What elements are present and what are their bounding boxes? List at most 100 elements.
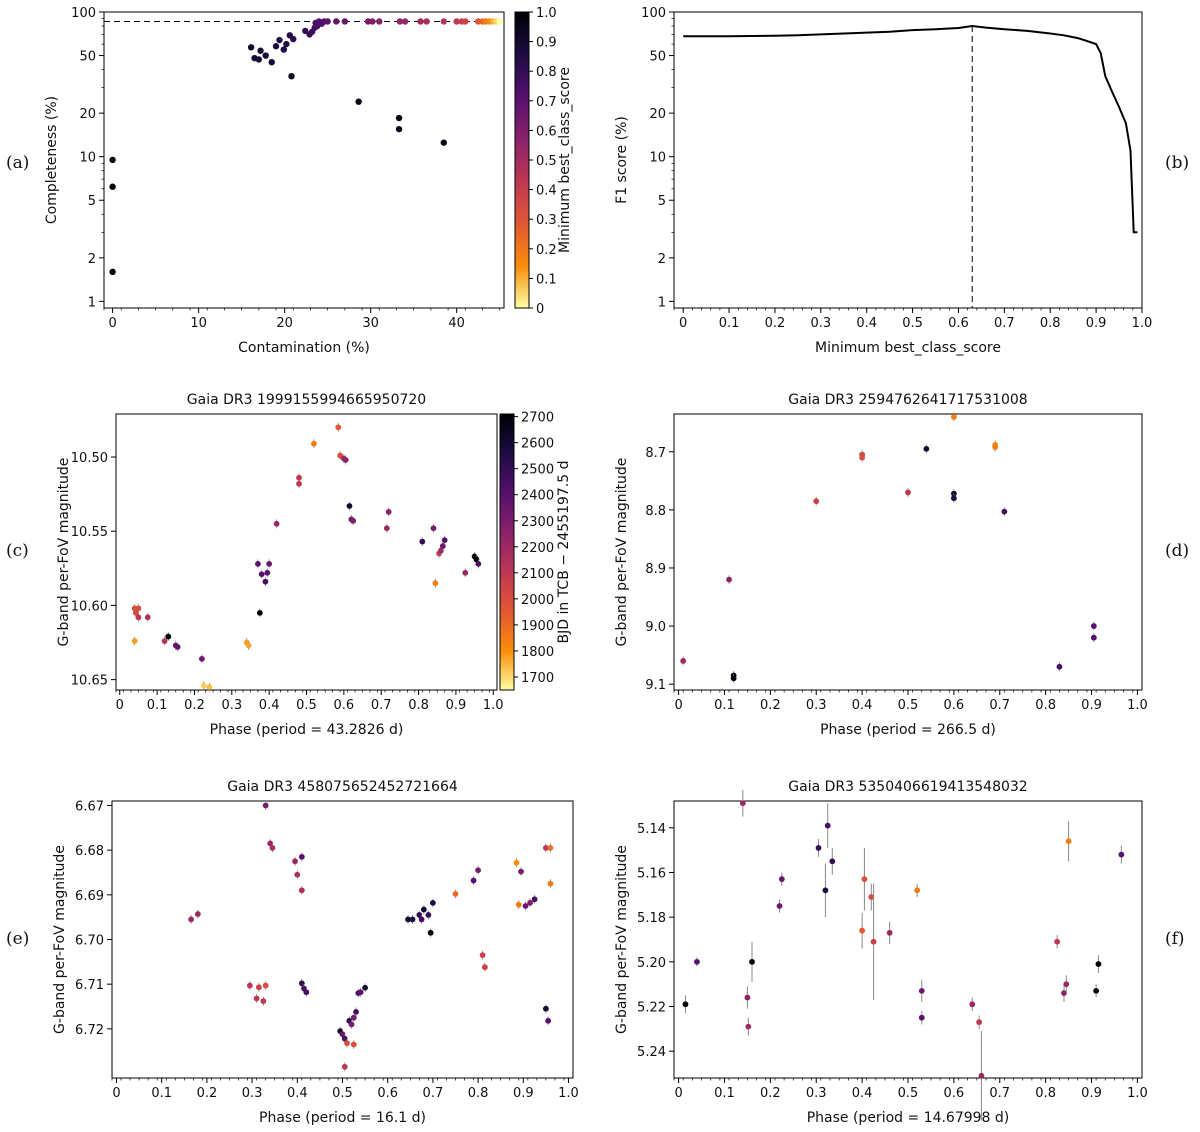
data-point-c — [475, 560, 482, 567]
data-point-c — [144, 614, 151, 621]
data-point-e — [427, 929, 434, 936]
panel-label-e: (e) — [6, 929, 29, 949]
data-point-d — [1001, 508, 1008, 515]
x-tick-label-e: 0.5 — [332, 1086, 353, 1101]
data-point-e — [518, 868, 524, 875]
x-tick-label-b: 0.8 — [1040, 316, 1061, 331]
colorbar-tick-label-c: 1900 — [521, 619, 554, 634]
data-point-e — [262, 982, 269, 989]
data-point-c — [256, 609, 263, 616]
x-tick-label-d: 0.6 — [944, 698, 965, 713]
data-point-d — [950, 495, 957, 502]
x-tick-label-c: 0.6 — [334, 698, 355, 713]
data-point-f — [868, 894, 875, 900]
data-point-a — [280, 46, 287, 53]
y-tick-label-b: 5 — [658, 194, 666, 209]
data-point-c — [441, 537, 448, 544]
data-point-a — [109, 268, 116, 276]
data-point-d — [680, 658, 687, 664]
colorbar-tick-label-c: 2000 — [521, 593, 554, 608]
y-tick-label-b: 1 — [658, 295, 666, 310]
data-point-c — [165, 633, 172, 640]
y-axis-label-c: G-band per-FoV magnitude — [56, 458, 72, 647]
data-point-d — [905, 489, 911, 496]
x-tick-label-a: 30 — [362, 316, 379, 331]
x-tick-label-c: 0.7 — [371, 698, 392, 713]
data-point-a — [423, 18, 430, 25]
y-tick-label-d: 8.9 — [645, 562, 666, 577]
chart-title-f: Gaia DR3 5350406619413548032 — [788, 779, 1027, 795]
data-point-c — [473, 556, 480, 563]
data-point-c — [296, 480, 302, 487]
data-point-e — [513, 859, 520, 866]
data-point-e — [405, 916, 411, 923]
y-tick-label-b: 100 — [641, 6, 666, 21]
data-point-c — [432, 580, 439, 587]
data-point-f — [744, 994, 751, 1001]
x-tick-label-c: 1.0 — [483, 698, 504, 713]
data-point-f — [918, 987, 925, 994]
colorbar-tick-label-c: 2200 — [521, 541, 554, 556]
data-point-f — [694, 958, 700, 965]
data-point-a — [395, 125, 403, 133]
data-point-a — [417, 18, 424, 25]
colorbar-tick-label-a: 0.7 — [536, 95, 557, 110]
x-tick-label-c: 0.8 — [408, 698, 429, 713]
y-tick-label-e: 6.69 — [75, 889, 104, 904]
colorbar-label-c: BJD in TCB − 2455197.5 d — [556, 461, 572, 644]
x-tick-label-d: 0.4 — [852, 698, 873, 713]
colorbar-tick-label-c: 2400 — [521, 489, 554, 504]
data-point-e — [357, 989, 364, 996]
data-point-d — [730, 675, 737, 682]
data-point-d — [950, 490, 957, 497]
y-tick-label-b: 20 — [649, 107, 666, 122]
data-point-e — [522, 903, 529, 909]
panel-label-a: (a) — [6, 153, 29, 173]
y-tick-label-d: 8.7 — [645, 446, 666, 461]
data-point-e — [260, 998, 267, 1005]
x-tick-label-d: 0.3 — [806, 698, 827, 713]
data-point-c — [462, 569, 469, 576]
data-point-e — [470, 877, 477, 884]
y-tick-label-b: 10 — [649, 151, 666, 166]
data-point-d — [1056, 663, 1063, 670]
x-tick-label-b: 1.0 — [1132, 316, 1153, 331]
data-point-e — [420, 906, 427, 913]
y-tick-label-c: 10.60 — [71, 599, 108, 614]
x-axis-label-a: Contamination (%) — [238, 340, 370, 356]
y-tick-label-f: 5.22 — [637, 1001, 666, 1016]
y-tick-label-a: 20 — [79, 107, 96, 122]
data-point-e — [294, 871, 301, 878]
colorbar-tick-label-c: 2100 — [521, 567, 554, 582]
y-tick-label-e: 6.72 — [75, 1023, 104, 1038]
x-tick-label-b: 0.2 — [765, 316, 786, 331]
y-tick-label-a: 100 — [71, 6, 96, 21]
data-point-a — [247, 44, 255, 51]
y-tick-label-a: 10 — [79, 151, 96, 166]
data-point-a — [496, 18, 503, 25]
y-tick-label-e: 6.68 — [75, 844, 104, 859]
data-point-e — [298, 853, 305, 860]
colorbar-tick-label-a: 0.2 — [536, 243, 557, 258]
colorbar-tick-label-a: 1.0 — [536, 6, 557, 21]
data-point-f — [1065, 838, 1072, 845]
y-tick-label-f: 5.24 — [637, 1045, 666, 1060]
data-point-c — [266, 560, 273, 567]
x-tick-label-d: 0 — [674, 698, 682, 713]
data-point-c — [385, 509, 392, 515]
data-point-c — [419, 538, 426, 545]
data-point-e — [344, 1040, 350, 1047]
y-tick-label-e: 6.70 — [75, 934, 104, 949]
data-point-f — [739, 800, 746, 807]
x-tick-label-c: 0.1 — [147, 698, 168, 713]
data-point-e — [188, 916, 194, 923]
data-point-f — [815, 845, 822, 851]
data-point-e — [542, 845, 549, 851]
colorbar-tick-label-c: 1800 — [521, 645, 554, 660]
y-tick-label-f: 5.16 — [637, 866, 666, 881]
x-tick-label-a: 10 — [190, 316, 207, 331]
data-point-d — [726, 576, 732, 583]
y-axis-label-e: G-band per-FoV magnitude — [52, 845, 68, 1034]
chart-f: 0 0.1 0.2 0.3 0.4 0.5 0.6 0.7 0.8 0.9 1.0 5.14 5.16 5… — [614, 779, 1148, 1126]
